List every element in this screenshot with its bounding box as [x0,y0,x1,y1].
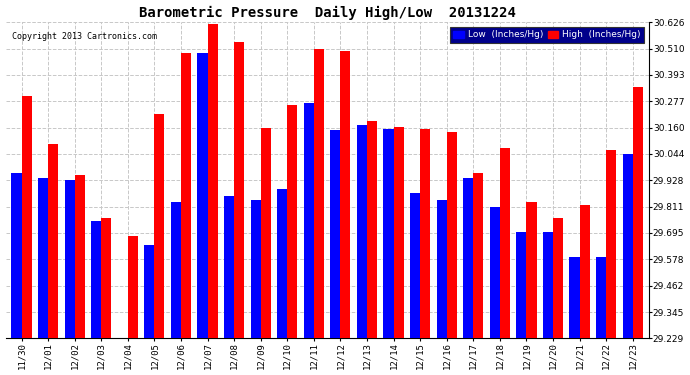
Bar [128,236,138,338]
Bar [75,175,85,338]
Bar [38,177,48,338]
Bar [304,103,314,338]
Bar [437,200,446,338]
Text: Copyright 2013 Cartronics.com: Copyright 2013 Cartronics.com [12,32,157,41]
Bar [463,177,473,338]
Bar [314,48,324,338]
Bar [500,148,510,338]
Bar [516,232,526,338]
Bar [331,130,340,338]
Bar [101,218,111,338]
Bar [490,207,500,338]
Bar [91,220,101,338]
Bar [277,189,287,338]
Bar [357,126,367,338]
Bar [261,128,270,338]
Bar [181,53,191,338]
Bar [208,24,217,338]
Bar [606,150,616,338]
Bar [340,51,351,338]
Legend: Low  (Inches/Hg), High  (Inches/Hg): Low (Inches/Hg), High (Inches/Hg) [450,27,644,43]
Bar [250,200,261,338]
Bar [144,245,155,338]
Bar [543,232,553,338]
Bar [633,87,643,338]
Bar [155,114,164,338]
Bar [393,127,404,338]
Bar [596,257,606,338]
Bar [367,121,377,338]
Bar [197,53,208,338]
Title: Barometric Pressure  Daily High/Low  20131224: Barometric Pressure Daily High/Low 20131… [139,6,515,20]
Bar [420,129,430,338]
Bar [12,173,21,338]
Bar [224,196,234,338]
Bar [473,173,484,338]
Bar [171,202,181,338]
Bar [234,42,244,338]
Bar [384,129,393,338]
Bar [287,105,297,338]
Bar [622,154,633,338]
Bar [48,144,58,338]
Bar [553,218,563,338]
Bar [446,132,457,338]
Bar [410,194,420,338]
Bar [569,257,580,338]
Bar [21,96,32,338]
Bar [580,205,590,338]
Bar [526,202,537,338]
Bar [65,180,75,338]
